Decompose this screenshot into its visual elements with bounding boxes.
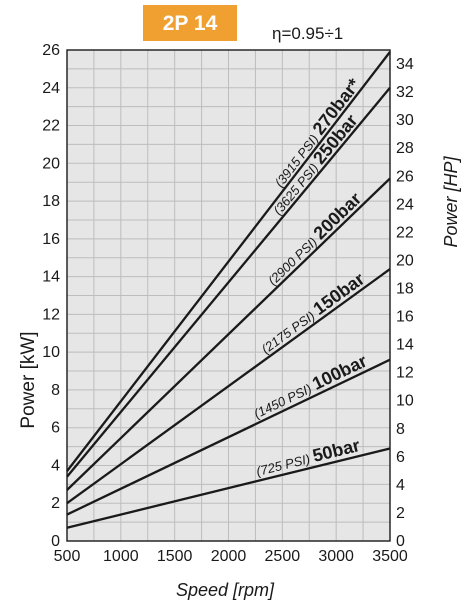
- x-axis-title: Speed [rpm]: [176, 580, 275, 600]
- y-right-tick-label: 34: [396, 56, 414, 73]
- y-right-tick-label: 28: [396, 140, 414, 157]
- y-right-tick-label: 24: [396, 196, 414, 213]
- plot-frame: [66, 49, 391, 542]
- y-left-tick-label: 0: [51, 533, 60, 550]
- y-left-tick-label: 22: [42, 118, 60, 135]
- y-right-tick-label: 16: [396, 309, 414, 326]
- series-line-100bar: [66, 358, 391, 516]
- y-right-tick-label: 0: [396, 533, 405, 550]
- x-tick-labels: 500 1000 1500 2000 2500 3000 3500: [54, 548, 408, 565]
- y-axis-left-title: Power [kW]: [18, 331, 39, 428]
- grid: [67, 50, 390, 541]
- y-right-tick-label: 12: [396, 365, 414, 382]
- y-axis-right-title: Power [HP]: [441, 155, 461, 247]
- y-right-tick-label: 20: [396, 252, 414, 269]
- y-left-tick-label: 4: [51, 457, 60, 474]
- y-left-tick-label: 14: [42, 269, 60, 286]
- efficiency-label: η=0.95÷1: [272, 24, 343, 43]
- y-right-tick-label: 2: [396, 505, 405, 522]
- series-line-270bar: [66, 51, 391, 472]
- y-left-tick-label: 12: [42, 306, 60, 323]
- x-tick-label: 3500: [372, 548, 408, 565]
- x-tick-label: 2000: [211, 548, 247, 565]
- series-line-150bar: [66, 268, 391, 505]
- y-right-tick-label: 32: [396, 84, 414, 101]
- series-group: [66, 51, 391, 529]
- model-badge: [143, 5, 237, 41]
- y-left-tick-label: 24: [42, 80, 60, 97]
- x-tick-label: 1000: [103, 548, 139, 565]
- y-right-tick-label: 6: [396, 449, 405, 466]
- y-right-tick-label: 14: [396, 337, 414, 354]
- y-right-tick-label: 4: [396, 477, 405, 494]
- y-left-tick-label: 8: [51, 382, 60, 399]
- y-left-tick-label: 26: [42, 42, 60, 59]
- y-right-tick-label: 10: [396, 393, 414, 410]
- y-left-tick-label: 16: [42, 231, 60, 248]
- y-left-tick-label: 10: [42, 344, 60, 361]
- x-tick-label: 2500: [265, 548, 301, 565]
- y-left-tick-label: 20: [42, 155, 60, 172]
- x-tick-label: 3000: [318, 548, 354, 565]
- y-right-tick-label: 30: [396, 112, 414, 129]
- y-right-tick-label: 8: [396, 421, 405, 438]
- y-right-tick-label: 18: [396, 280, 414, 297]
- series-line-50bar: [66, 447, 391, 529]
- x-tick-label: 500: [54, 548, 81, 565]
- series-line-200bar: [66, 177, 391, 491]
- y-left-tick-label: 2: [51, 495, 60, 512]
- y-left-tick-label: 6: [51, 420, 60, 437]
- model-badge-text: 2P 14: [163, 12, 218, 35]
- y-right-tick-label: 22: [396, 224, 414, 241]
- x-tick-label: 1500: [157, 548, 193, 565]
- series-line-250bar: [66, 87, 391, 478]
- y-right-tick-label: 26: [396, 168, 414, 185]
- y-left-tick-label: 18: [42, 193, 60, 210]
